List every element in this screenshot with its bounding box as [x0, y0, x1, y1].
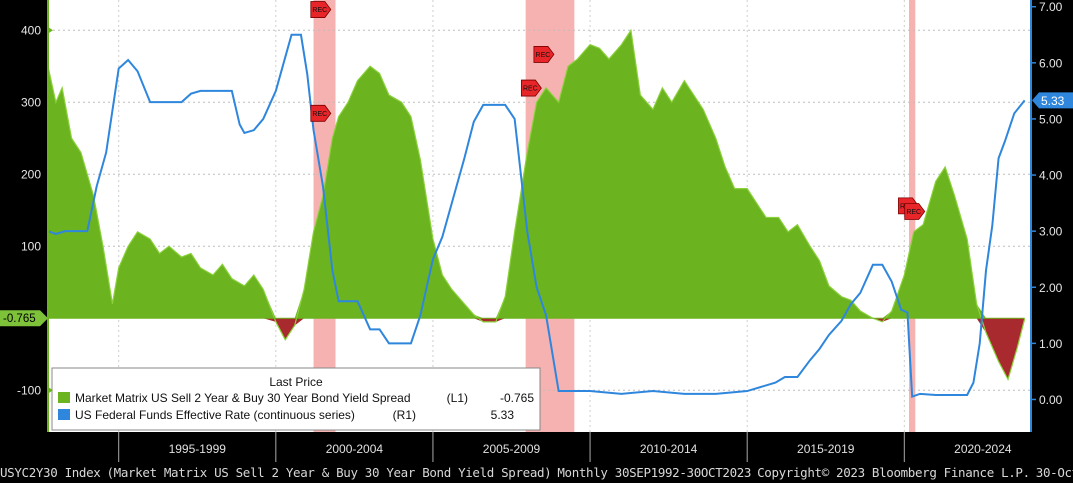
- left-tick-mark: [47, 386, 53, 395]
- recession-tag: REC: [310, 1, 332, 18]
- recession-tag-label: REC: [906, 209, 921, 216]
- legend-title: Last Price: [269, 375, 323, 389]
- x-tick-label: 1995-1999: [169, 442, 227, 456]
- recession-tag-label: REC: [536, 52, 551, 59]
- left-tick-mark: [47, 98, 53, 107]
- footer-bar: USYC2Y30 Index (Market Matrix US Sell 2 Y…: [0, 462, 1073, 483]
- left-tick-mark: [47, 26, 53, 35]
- right-last-value-tag: [1032, 92, 1073, 109]
- legend-value-spread: -0.765: [500, 391, 534, 405]
- left-tick-mark: [47, 242, 53, 251]
- fed-funds-line: [47, 33, 1026, 399]
- legend-swatch-spread: [58, 392, 70, 403]
- footer-frequency: Monthly 30SEP1992-30OCT2023: [557, 465, 752, 480]
- right-axis: 0.00 1.00 2.00 3.00 4.00 5.00 6.00 7.00 5.33: [1030, 0, 1073, 432]
- left-tick-mark: [47, 170, 53, 179]
- left-last-value-tag: [0, 310, 48, 327]
- recession-tag-shape: [310, 1, 332, 18]
- left-tick-label: 300: [21, 96, 41, 110]
- left-axis: -100 100 200 300 400 -0.765: [0, 0, 53, 432]
- right-tick-label: 6.00: [1039, 56, 1063, 70]
- footer-description: (Market Matrix US Sell 2 Year & Buy 30 Y…: [106, 465, 552, 480]
- left-tick-label: 200: [21, 168, 41, 182]
- legend: Last Price Market Matrix US Sell 2 Year …: [51, 367, 541, 431]
- left-tick-label: -100: [17, 384, 41, 398]
- right-tick-label: 2.00: [1039, 281, 1063, 295]
- spread-line: [47, 28, 1026, 382]
- right-tick-label: 1.00: [1039, 337, 1063, 351]
- spread-positive-area: [48, 30, 1025, 319]
- recession-tag-shape: [533, 46, 555, 63]
- left-last-value-label: -0.765: [3, 313, 36, 325]
- recession-tag: REC: [310, 104, 332, 122]
- x-tick-label: 2020-2024: [954, 442, 1012, 456]
- right-tick-label: 0.00: [1039, 393, 1063, 407]
- recession-tag: REC: [520, 79, 542, 97]
- spread-series: [47, 28, 1026, 382]
- recession-tag: REC: [904, 203, 926, 220]
- x-tick-label: 2010-2014: [640, 442, 698, 456]
- legend-value-fedfunds: 5.33: [491, 408, 515, 422]
- recession-tag-shape: [310, 104, 332, 122]
- footer-copyright: Copyright© 2023 Bloomberg Finance L.P.: [757, 465, 1030, 480]
- x-tick-label: 2005-2009: [483, 442, 541, 456]
- x-axis: 1995-1999 2000-2004 2005-2009 2010-2014 2015…: [48, 432, 1030, 462]
- legend-axis-fedfunds: (R1): [393, 408, 416, 422]
- recession-tag-label: REC: [523, 86, 538, 93]
- legend-axis-spread: (L1): [447, 391, 468, 405]
- recession-tag-shape: [904, 203, 926, 220]
- left-tick-label: 400: [21, 24, 41, 38]
- right-last-value-label: 5.33: [1041, 94, 1065, 108]
- fed-funds-series: [47, 33, 1026, 399]
- recession-tags: RECRECRECRECRECREC: [310, 1, 926, 220]
- legend-label-fedfunds: US Federal Funds Effective Rate (continu…: [75, 408, 355, 422]
- right-tick-label: 3.00: [1039, 225, 1063, 239]
- legend-label-spread: Market Matrix US Sell 2 Year & Buy 30 Ye…: [75, 391, 411, 405]
- x-tick-label: 2015-2019: [797, 442, 855, 456]
- recession-tag-label: REC: [312, 7, 327, 14]
- footer-timestamp: 30-Oct-2023 19:52:07: [1035, 465, 1073, 480]
- x-axis-band: [48, 432, 1030, 462]
- bloomberg-chart: RECRECRECRECRECREC Last Price Market Mat…: [0, 0, 1073, 462]
- legend-swatch-fedfunds: [58, 409, 70, 420]
- recession-tag-shape: [520, 79, 542, 97]
- left-tick-label: 100: [21, 240, 41, 254]
- right-tick-label: 4.00: [1039, 169, 1063, 183]
- recession-tag-label: REC: [312, 111, 327, 118]
- recession-tag: REC: [533, 46, 555, 63]
- footer-ticker: USYC2Y30 Index: [0, 465, 101, 480]
- x-tick-label: 2000-2004: [326, 442, 384, 456]
- right-tick-label: 5.00: [1039, 112, 1063, 126]
- right-tick-label: 7.00: [1039, 0, 1063, 14]
